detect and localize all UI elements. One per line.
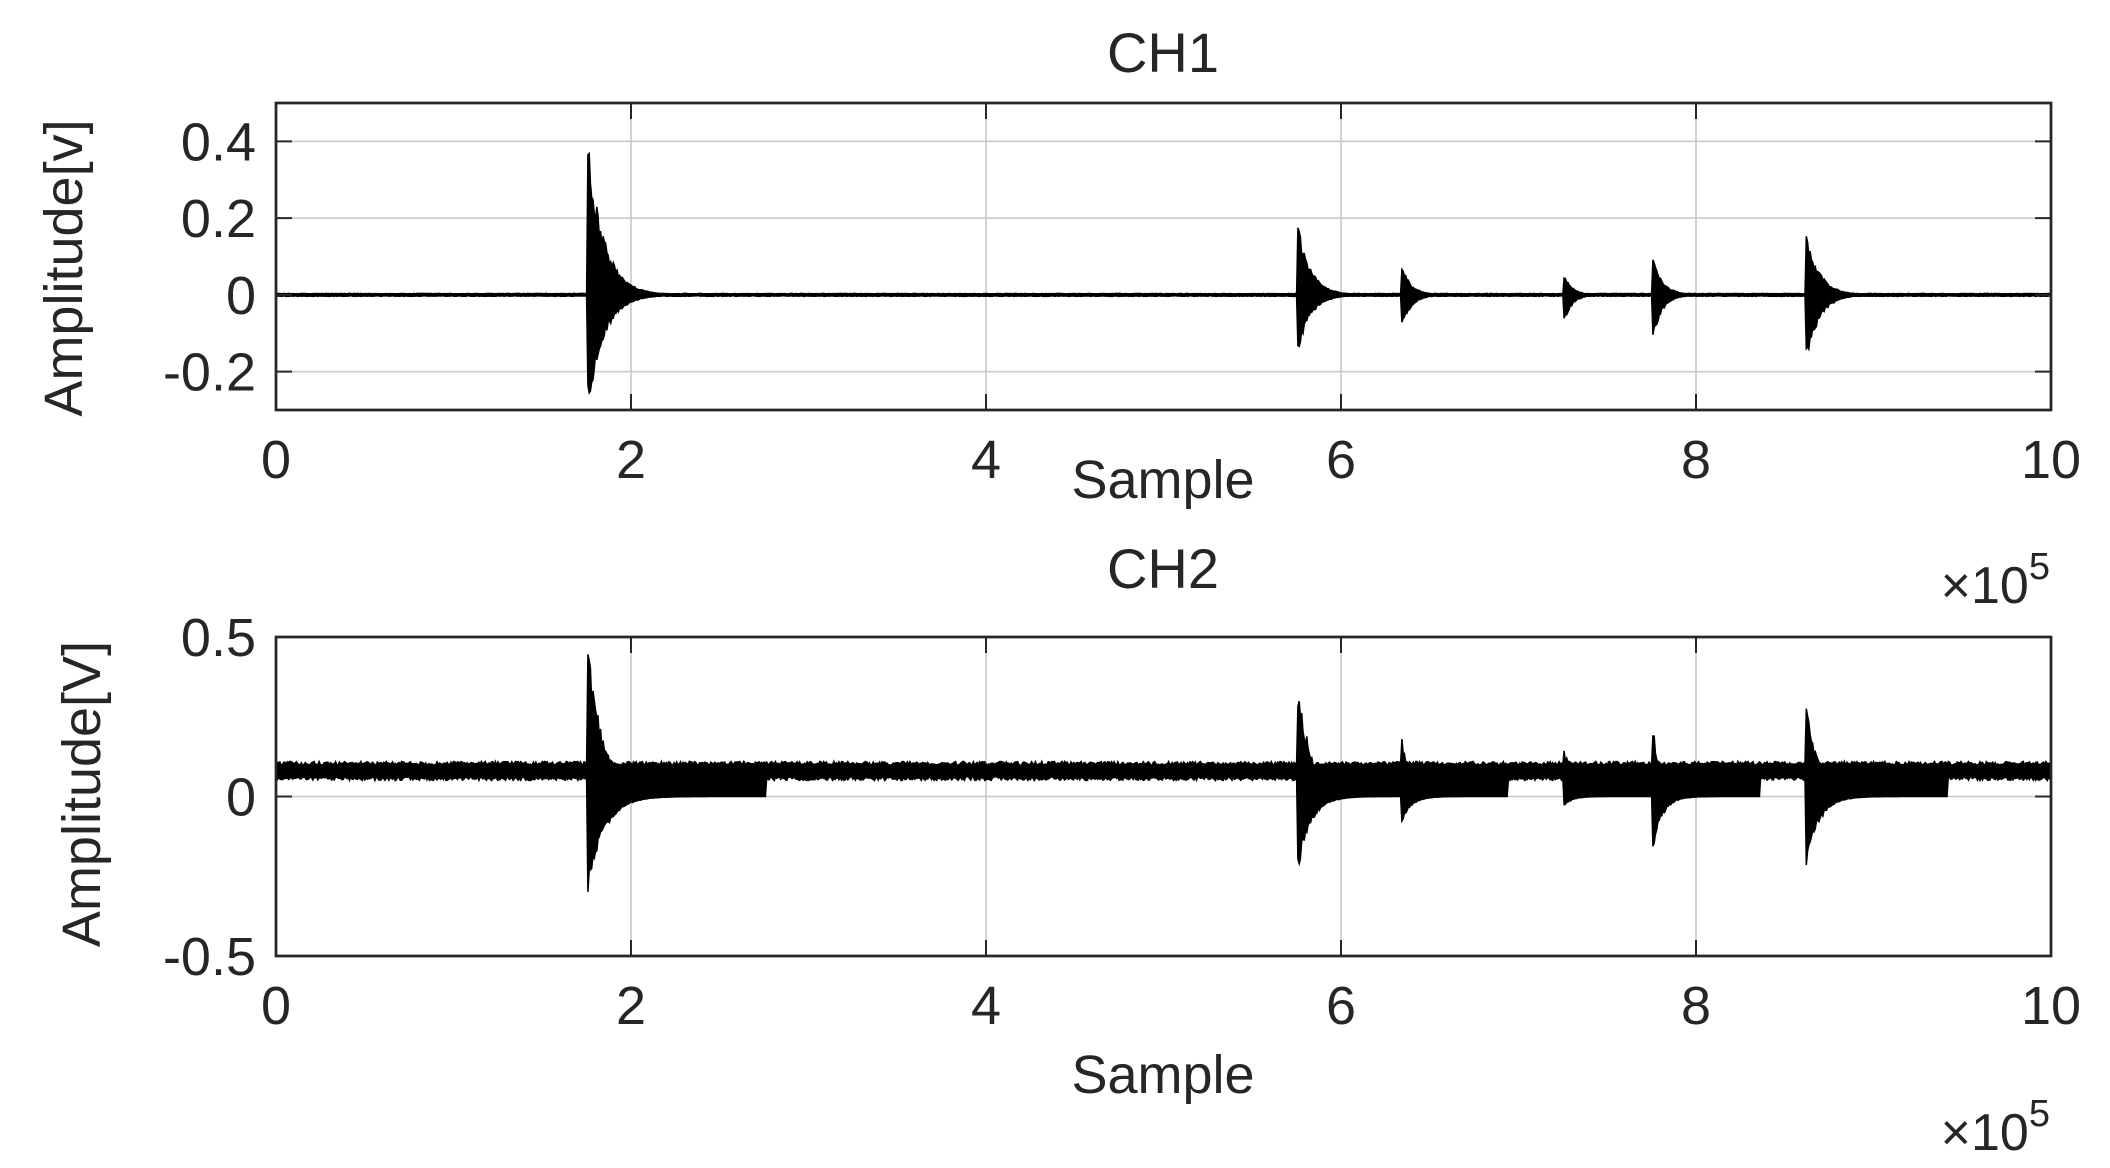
ch1-x-tick-labels: 0 2 4 6 8 10	[261, 430, 2081, 490]
ch2-y-tick-label: 0.5	[181, 608, 256, 668]
ch1-x-tick-label: 0	[261, 430, 291, 490]
ch1-ticks	[275, 103, 2052, 410]
ch1-x-multiplier: ×105	[1941, 546, 2050, 615]
ch1-x-tick-label: 2	[616, 430, 646, 490]
ch1-x-tick-label: 10	[2021, 430, 2081, 490]
ch1-x-multiplier-base: ×10	[1941, 557, 2029, 615]
ch2-x-multiplier: ×105	[1941, 1093, 2050, 1162]
ch1-y-tick-label: -0.2	[163, 343, 256, 403]
ch1-y-tick-label: 0	[226, 266, 256, 326]
ch2-x-tick-label: 10	[2021, 976, 2081, 1036]
ch2-title: CH2	[1107, 537, 1219, 600]
ch1-y-tick-label: 0.4	[181, 112, 256, 172]
ch1-y-tick-label: 0.2	[181, 189, 256, 249]
ch2-ticks	[275, 636, 2052, 957]
ch2-x-tick-label: 0	[261, 976, 291, 1036]
ch2-x-tick-label: 2	[616, 976, 646, 1036]
ch1-plot-area	[274, 101, 2053, 412]
ch2-x-tick-label: 8	[1681, 976, 1711, 1036]
ch2-y-tick-labels: -0.5 0 0.5	[163, 608, 256, 987]
ch1-x-tick-label: 6	[1326, 430, 1356, 490]
ch2-x-tick-label: 6	[1326, 976, 1356, 1036]
ch2-x-tick-labels: 0 2 4 6 8 10	[261, 976, 2081, 1036]
ch2-y-tick-label: -0.5	[163, 927, 256, 987]
ch1-x-tick-label: 8	[1681, 430, 1711, 490]
ch1-panel: 0 2 4 6 8 10 -0.200.20.4 CH1 Sample Amplitude…	[34, 21, 2081, 615]
ch2-x-axis-label: Sample	[1071, 1045, 1254, 1105]
ch2-x-multiplier-exponent: 5	[2029, 1093, 2050, 1135]
ch2-x-multiplier-base: ×10	[1941, 1104, 2029, 1162]
ch1-y-tick-labels: -0.2 0 0.2 0.4	[163, 112, 256, 402]
ch1-title: CH1	[1107, 21, 1219, 84]
ch2-y-tick-label: 0	[226, 768, 256, 828]
ch1-x-axis-label: Sample	[1071, 450, 1254, 510]
ch1-axis-frame	[274, 101, 2053, 412]
ch1-y-axis-label: Amplitude[v]	[34, 119, 94, 416]
ch1-x-tick-label: 4	[971, 430, 1001, 490]
ch2-panel: 0 2 4 6 8 10 -0.500.5 CH2 Sample Amplitude[V]…	[52, 537, 2081, 1162]
ch2-y-axis-label: Amplitude[V]	[52, 641, 112, 947]
ch1-x-multiplier-exponent: 5	[2029, 546, 2050, 588]
ch2-x-tick-label: 4	[971, 976, 1001, 1036]
